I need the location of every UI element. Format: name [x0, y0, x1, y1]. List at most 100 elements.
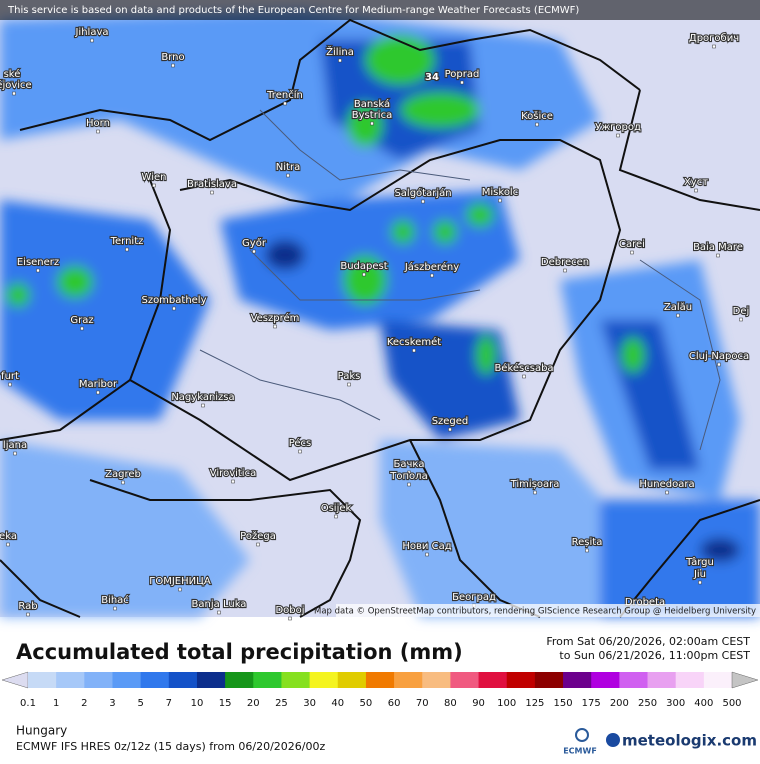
legend-tick-label: 60: [388, 698, 401, 709]
legend-tick-label: 40: [331, 698, 344, 709]
city-label: Maribor: [79, 379, 118, 390]
city-marker: [152, 183, 156, 188]
legend-tick-label: 500: [722, 698, 741, 709]
city-label: Cluj-Napoca: [689, 351, 749, 362]
city-marker: [125, 247, 129, 252]
city-marker: [113, 606, 117, 611]
legend-swatch: [619, 672, 649, 688]
legend: 0.1 1 2 3 5 7 10 15 20 25 30 40 50 60 70 80 90 100 125 150 1…: [1, 671, 759, 709]
city-label: Veszprém: [251, 312, 300, 324]
legend-swatch: [140, 672, 170, 688]
legend-tick-label: 80: [444, 698, 457, 709]
city-label: Košice: [521, 110, 553, 122]
legend-tick-label: 25: [275, 698, 288, 709]
city-label: Banja Luka: [192, 599, 247, 610]
city-marker: [498, 198, 502, 203]
city-marker: [694, 188, 698, 193]
city-label: Нови Сад: [402, 541, 451, 552]
city-marker: [712, 44, 716, 49]
legend-tick-label: 2: [81, 698, 87, 709]
city-label: Bystrica: [352, 110, 392, 121]
city-marker: [8, 382, 12, 387]
city-label: Београд: [452, 592, 496, 603]
legend-swatch: [422, 672, 451, 688]
attribution: Map data © OpenStreetMap contributors, r…: [314, 607, 756, 617]
city-label: ljana: [3, 440, 27, 451]
city-label: Târgu: [685, 556, 714, 568]
legend-swatch: [591, 672, 620, 688]
city-marker: [460, 80, 464, 85]
city-label: Baia Mare: [693, 242, 743, 253]
city-label: Carei: [619, 239, 645, 250]
legend-tick-label: 7: [166, 698, 172, 709]
city-marker: [201, 403, 205, 408]
city-marker: [288, 616, 292, 621]
legend-swatch: [28, 672, 57, 688]
city-marker: [121, 480, 125, 485]
city-label: Zalău: [664, 302, 692, 313]
city-marker: [12, 91, 16, 96]
attribution-bg: [336, 604, 760, 617]
city-marker: [210, 190, 214, 195]
city-marker: [676, 313, 680, 318]
city-label: Győr: [242, 237, 267, 249]
legend-tick-label: 3: [109, 698, 115, 709]
city-marker: [585, 548, 589, 553]
city-label: Trenčín: [266, 89, 303, 101]
city-label: Dej: [733, 306, 750, 317]
city-label: Хуст: [684, 177, 708, 188]
city-label: Szombathely: [141, 295, 206, 306]
city-marker: [13, 451, 17, 456]
city-marker: [231, 479, 235, 484]
precip-field: [0, 10, 760, 617]
city-label: Дрогобич: [689, 33, 739, 44]
region: Hungary: [16, 724, 67, 738]
legend-swatch: [56, 672, 85, 688]
legend-swatch: [309, 672, 339, 688]
period-end: to Sun 06/21/2026, 11:00pm CEST: [559, 649, 750, 662]
city-label: Rab: [18, 601, 37, 612]
legend-swatch: [647, 672, 677, 688]
legend-tick-label: 150: [553, 698, 572, 709]
legend-tick-label: 0.1: [20, 698, 36, 709]
city-label: Salgótarján: [394, 187, 451, 199]
city-marker: [298, 449, 302, 454]
city-marker: [286, 173, 290, 178]
city-label: Miskolc: [482, 187, 518, 198]
city-marker: [616, 133, 620, 138]
city-marker: [412, 348, 416, 353]
city-marker: [407, 482, 411, 487]
ecmwf-brand: ECMWF: [563, 747, 597, 756]
city-label: Békéscsaba: [494, 362, 553, 374]
city-label: Budapest: [340, 261, 387, 272]
city-marker: [425, 552, 429, 557]
city-label: Timișoara: [510, 479, 560, 490]
city-label: Žilina: [326, 45, 354, 58]
city-label: Kecskemét: [387, 336, 441, 348]
legend-swatch: [225, 672, 254, 688]
legend-tick-label: 5: [137, 698, 143, 709]
legend-swatch: [337, 672, 367, 688]
city-label: ГОМЈЕНИЦА: [149, 576, 211, 587]
legend-tick-label: 100: [497, 698, 516, 709]
city-marker: [698, 568, 702, 573]
city-marker: [448, 427, 452, 432]
city-marker: [717, 362, 721, 367]
city-label: Ужгород: [595, 122, 641, 133]
city-marker: [430, 273, 434, 278]
city-label: Graz: [70, 315, 93, 326]
city-marker: [171, 63, 175, 68]
legend-tick-label: 200: [610, 698, 629, 709]
ecmwf-logo: [575, 728, 589, 742]
max-label: 34: [425, 72, 439, 83]
city-marker: [362, 272, 366, 277]
city-marker: [665, 490, 669, 495]
city-label: Horn: [86, 118, 110, 129]
city-label: Szeged: [432, 416, 469, 427]
city-marker: [256, 542, 260, 547]
legend-swatch: [506, 672, 536, 688]
city-label: furt: [1, 371, 19, 382]
legend-tick-label: 20: [247, 698, 260, 709]
